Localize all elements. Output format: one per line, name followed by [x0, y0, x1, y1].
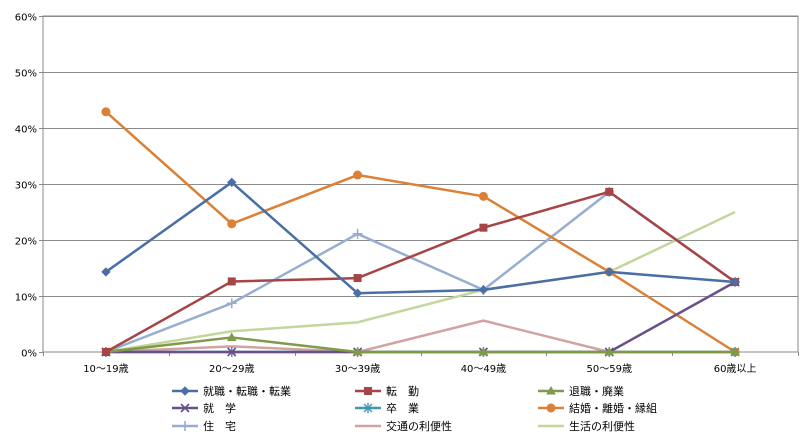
- data-point: [363, 403, 373, 413]
- legend-item: 退職・廃業: [538, 384, 624, 398]
- series-line: [105, 336, 736, 354]
- y-tick-label: 10%: [15, 293, 37, 304]
- y-axis: 0% 10% 20% 30% 40% 50% 60%: [15, 13, 43, 360]
- legend-label: 転 勤: [386, 385, 419, 398]
- data-point: [227, 177, 237, 188]
- legend-item: 生活の利便性: [538, 419, 635, 433]
- data-point: [101, 348, 110, 356]
- x-tick-label: 20～29歳: [209, 363, 254, 375]
- series-2: [101, 187, 740, 356]
- data-point: [546, 385, 556, 395]
- legend-label: 住 宅: [203, 419, 236, 433]
- data-point: [478, 285, 489, 295]
- data-point: [604, 346, 615, 356]
- data-point: [180, 421, 190, 431]
- legend-label: 結婚・離婚・縁組: [569, 401, 657, 415]
- series-line: [105, 210, 736, 354]
- data-point: [227, 347, 237, 357]
- gridlines: [43, 16, 798, 297]
- series-9: [105, 210, 736, 354]
- legend-label: 生活の利便性: [569, 419, 635, 433]
- data-point: [364, 387, 372, 395]
- series-line: [105, 181, 736, 295]
- legend: 就職・転職・転業 転 勤 退職・廃業就 学 卒 業 結婚・離婚・縁組住 宅 交通の利便性 生…: [172, 384, 657, 433]
- data-point: [226, 298, 237, 309]
- x-tick-label: 50～59歳: [587, 363, 632, 375]
- data-point: [227, 219, 237, 229]
- series-line: [105, 190, 736, 354]
- data-point: [352, 288, 363, 298]
- data-point: [478, 346, 489, 356]
- x-tick-label: 30～39歳: [335, 363, 380, 375]
- data-point: [604, 267, 614, 277]
- legend-item: 住 宅: [172, 419, 236, 433]
- legend-label: 就職・転職・転業: [203, 384, 291, 398]
- data-point: [101, 107, 111, 117]
- legend-item: 就 学: [172, 401, 236, 415]
- data-point: [352, 228, 363, 239]
- data-point: [730, 346, 740, 356]
- y-tick-label: 40%: [15, 125, 37, 136]
- data-point: [180, 386, 190, 396]
- x-tick-label: 10～19歳: [83, 363, 128, 375]
- series-layer: [100, 107, 741, 357]
- data-point: [353, 170, 363, 180]
- legend-item: 就職・転職・転業: [172, 384, 291, 398]
- legend-item: 交通の利便性: [355, 419, 452, 433]
- data-point: [101, 267, 111, 277]
- y-tick-label: 50%: [15, 69, 37, 80]
- legend-label: 交通の利便性: [386, 419, 452, 433]
- y-tick-label: 30%: [15, 181, 37, 192]
- legend-label: 退職・廃業: [569, 384, 624, 398]
- legend-item: 卒 業: [355, 401, 419, 415]
- x-tick-label: 40～49歳: [461, 363, 506, 375]
- data-point: [226, 332, 237, 341]
- data-point: [478, 191, 488, 201]
- y-tick-label: 20%: [15, 237, 37, 248]
- series-line: [105, 110, 736, 354]
- data-point: [605, 187, 614, 196]
- legend-label: 卒 業: [386, 401, 419, 415]
- legend-item: 結婚・離婚・縁組: [538, 401, 657, 415]
- data-point: [227, 277, 236, 286]
- data-point: [479, 223, 488, 232]
- data-point: [353, 274, 362, 283]
- data-point: [180, 403, 190, 413]
- y-tick-label: 0%: [21, 349, 37, 360]
- legend-item: 転 勤: [355, 385, 419, 398]
- series-1: [101, 177, 740, 298]
- legend-label: 就 学: [203, 401, 236, 415]
- data-point: [546, 403, 556, 413]
- data-point: [730, 277, 740, 287]
- y-tick-label: 60%: [15, 13, 37, 24]
- data-point: [352, 346, 363, 356]
- x-tick-label: 60歳以上: [714, 363, 757, 375]
